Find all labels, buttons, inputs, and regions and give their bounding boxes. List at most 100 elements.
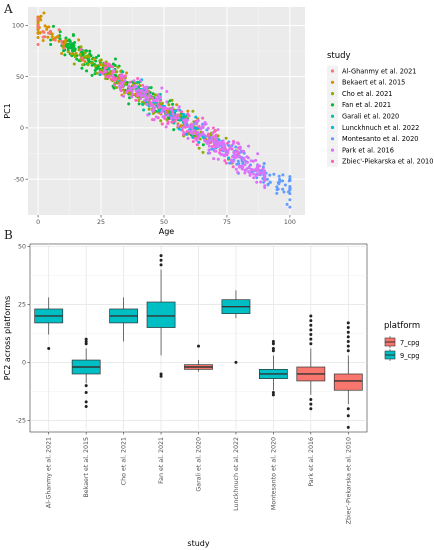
data-point-park-et-al-2016: [120, 83, 124, 87]
data-point-park-et-al-2016: [169, 116, 173, 120]
data-point-park-et-al-2016: [196, 118, 200, 122]
data-point-montesanto-et-al-2020: [288, 198, 292, 202]
data-point-montesanto-et-al-2020: [201, 122, 205, 126]
data-point-montesanto-et-al-2020: [268, 173, 272, 177]
data-point-cho-et-al-2021: [153, 93, 157, 97]
data-point-park-et-al-2016: [263, 174, 267, 178]
data-point-cho-et-al-2021: [78, 53, 82, 57]
data-point-park-et-al-2016: [139, 93, 143, 97]
data-point-lunckhnuch-et-al-2022: [191, 135, 195, 139]
outlier-point: [271, 339, 275, 343]
data-point-bekaert-et-al-2015: [46, 35, 50, 39]
legend-label-9-cpg: 9_cpg: [400, 352, 420, 360]
box-body: [146, 301, 176, 328]
data-point-park-et-al-2016: [187, 129, 191, 133]
data-point-montesanto-et-al-2020: [283, 183, 287, 187]
x-tick-label: 0: [36, 219, 40, 226]
boxplot-panel: -25 0 25 50 Al-Ghanmy et al. 2021 Bekaert et …: [3, 244, 420, 548]
data-point-park-et-al-2016: [231, 160, 235, 164]
data-point-park-et-al-2016: [214, 145, 218, 149]
data-point-park-et-al-2016: [226, 151, 230, 155]
data-point-montesanto-et-al-2020: [234, 145, 238, 149]
data-point-garali-et-al-2020: [107, 67, 111, 71]
data-point-zbiec-piekarska-et-al-2010: [109, 65, 113, 69]
data-point-park-et-al-2016: [231, 142, 235, 146]
data-point-montesanto-et-al-2020: [210, 147, 214, 151]
data-point-cho-et-al-2021: [116, 65, 120, 69]
legend-label-garali-et-al-2020: Garali et al. 2020: [342, 113, 399, 121]
data-point-fan-et-al-2021: [85, 69, 89, 73]
data-point-park-et-al-2016: [159, 111, 163, 115]
outlier-point: [346, 326, 350, 330]
data-point-cho-et-al-2021: [86, 63, 90, 67]
data-point-park-et-al-2016: [208, 151, 212, 155]
legend-key-park-et-al-2016: [330, 148, 335, 152]
data-point-zbiec-piekarska-et-al-2010: [98, 70, 102, 74]
data-point-montesanto-et-al-2020: [288, 187, 292, 191]
box-al-ghanmy-et-al-2021: [34, 297, 64, 350]
data-point-montesanto-et-al-2020: [235, 162, 239, 166]
data-point-park-et-al-2016: [249, 159, 253, 163]
data-point-park-et-al-2016: [145, 90, 149, 94]
outlier-point: [84, 384, 88, 388]
data-point-park-et-al-2016: [201, 125, 205, 129]
data-point-al-ghanmy-et-al-2021: [60, 42, 64, 46]
data-point-lunckhnuch-et-al-2022: [185, 132, 189, 136]
outlier-point: [346, 344, 350, 348]
scatter-ticks: 0 25 50 75 100 -50 0 50 100: [12, 23, 296, 226]
data-point-zbiec-piekarska-et-al-2010: [173, 119, 177, 123]
box-fan-et-al-2021: [146, 254, 176, 378]
data-point-park-et-al-2016: [118, 87, 122, 91]
data-point-cho-et-al-2021: [147, 107, 151, 111]
data-point-fan-et-al-2021: [49, 38, 53, 42]
data-point-zbiec-piekarska-et-al-2010: [191, 140, 195, 144]
data-point-park-et-al-2016: [263, 178, 267, 182]
data-point-montesanto-et-al-2020: [288, 177, 292, 181]
outlier-point: [309, 402, 313, 406]
data-point-bekaert-et-al-2015: [45, 27, 49, 31]
data-point-park-et-al-2016: [202, 133, 206, 137]
boxplot-ticks: -25 0 25 50 Al-Ghanmy et al. 2021 Bekaert et …: [16, 244, 353, 525]
data-point-zbiec-piekarska-et-al-2010: [214, 133, 218, 137]
data-point-park-et-al-2016: [243, 171, 247, 175]
x-tick-label: Fan et al. 2021: [158, 437, 165, 484]
data-point-fan-et-al-2021: [75, 57, 79, 61]
data-point-fan-et-al-2021: [137, 102, 141, 106]
legend-label-zbiec-piekarska-et-al-2010: Zbiec'-Piekarska et al. 2010: [342, 158, 433, 166]
data-point-al-ghanmy-et-al-2021: [36, 23, 40, 27]
data-point-al-ghanmy-et-al-2021: [36, 26, 40, 30]
data-point-park-et-al-2016: [233, 156, 237, 160]
data-point-fan-et-al-2021: [63, 53, 67, 57]
outlier-point: [309, 333, 313, 337]
data-point-park-et-al-2016: [255, 180, 259, 184]
outlier-point: [346, 407, 350, 411]
legend-label-lunckhnuch-et-al-2022: Lunckhnuch et al. 2022: [342, 124, 419, 132]
x-tick-label: Garali et al. 2020: [196, 437, 203, 492]
data-point-fan-et-al-2021: [171, 102, 175, 106]
data-point-zbiec-piekarska-et-al-2010: [118, 81, 122, 85]
data-point-park-et-al-2016: [226, 149, 230, 153]
data-point-park-et-al-2016: [190, 124, 194, 127]
data-point-park-et-al-2016: [161, 106, 165, 110]
data-point-cho-et-al-2021: [115, 86, 119, 90]
data-point-fan-et-al-2021: [94, 56, 98, 59]
data-point-park-et-al-2016: [242, 156, 246, 160]
data-point-park-et-al-2016: [156, 93, 160, 97]
data-point-montesanto-et-al-2020: [281, 179, 285, 183]
data-point-park-et-al-2016: [130, 95, 134, 99]
data-point-zbiec-piekarska-et-al-2010: [210, 144, 214, 148]
data-point-cho-et-al-2021: [123, 82, 127, 86]
outlier-point: [47, 346, 51, 350]
data-point-bekaert-et-al-2015: [60, 52, 64, 56]
data-point-park-et-al-2016: [243, 169, 247, 173]
data-point-bekaert-et-al-2015: [57, 39, 61, 43]
data-point-park-et-al-2016: [221, 153, 225, 157]
data-point-park-et-al-2016: [195, 121, 199, 125]
data-point-bekaert-et-al-2015: [175, 103, 179, 107]
boxplot-x-axis-label: study: [187, 539, 209, 548]
data-point-zbiec-piekarska-et-al-2010: [112, 83, 116, 87]
data-point-garali-et-al-2020: [141, 102, 145, 106]
box-lunckhnuch-et-al-2022: [221, 290, 251, 364]
outlier-point: [84, 342, 88, 346]
platform-legend: platform 7_cpg 9_cpg: [384, 321, 420, 361]
